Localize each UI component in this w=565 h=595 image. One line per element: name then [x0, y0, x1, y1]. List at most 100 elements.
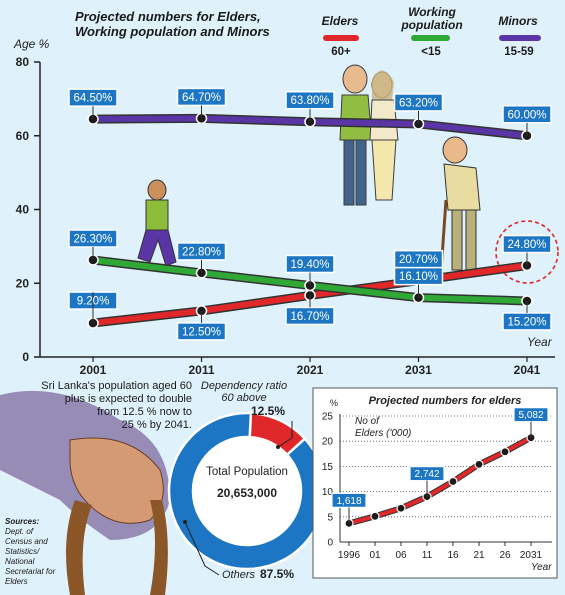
- data-label: 12.50%: [176, 310, 227, 341]
- main-data-labels: 9.20% 12.50% 16.70% 20.70% 24.80% 26.30% 22.80…: [68, 87, 552, 341]
- x-axis-label: Year: [527, 335, 553, 349]
- inset-y-tick-label: 10: [322, 487, 334, 498]
- legend-item-working: Working population <15: [400, 5, 462, 58]
- data-label: 9.20%: [68, 291, 118, 324]
- y-tick-label: 0: [22, 350, 29, 364]
- data-label: 64.50%: [68, 88, 118, 120]
- sources-block: Sources: Dept. of Census and Statistics/…: [5, 517, 56, 586]
- data-label: 60.00%: [502, 105, 552, 136]
- inset-callout: 5,082: [513, 407, 549, 438]
- dependency-leader-line: [277, 421, 293, 448]
- data-label: 19.40%: [285, 254, 335, 286]
- data-label: 26.30%: [68, 229, 118, 261]
- inset-grid: [340, 415, 552, 518]
- data-label-text: 20.70%: [399, 254, 438, 266]
- inset-x-tick-label: 06: [395, 550, 407, 561]
- data-label: 16.70%: [285, 295, 335, 326]
- inset-callout-text: 5,082: [518, 410, 543, 421]
- child-illustration: [137, 179, 177, 267]
- main-legend: Elders 60+ Working population <15 Minors …: [322, 5, 541, 58]
- data-label-text: 24.80%: [507, 239, 546, 251]
- x-tick-label: 2041: [514, 363, 541, 377]
- data-label: 63.20%: [393, 93, 444, 124]
- data-label-text: 63.20%: [399, 97, 438, 109]
- inset-callout: 2,742: [409, 466, 445, 497]
- population-donut: [167, 411, 327, 571]
- data-label: 63.80%: [285, 90, 335, 122]
- inset-x-ticks: 1996 01 06 11 16 21 26 2031: [338, 542, 543, 561]
- data-label-text: 60.00%: [507, 109, 546, 121]
- inset-data-point: [396, 503, 406, 513]
- legend-range-elders: 60+: [331, 46, 351, 58]
- inset-callouts: 1,618 2,742 5,082: [331, 407, 549, 524]
- data-label-text: 16.70%: [290, 311, 329, 323]
- inset-x-tick-label: 21: [473, 550, 485, 561]
- others-leader-line: [184, 521, 220, 576]
- dependency-leader-dot: [276, 445, 280, 449]
- inset-y-tick-label: 25: [322, 412, 334, 423]
- inset-series: [344, 433, 536, 528]
- inset-x-tick-label: 01: [369, 550, 381, 561]
- info-text-block: Sri Lanka's population aged 60 plus is e…: [41, 380, 192, 431]
- data-label-text: 15.20%: [507, 316, 546, 328]
- info-line-2: plus is expected to double: [65, 393, 192, 405]
- info-line-4: 25 % by 2041.: [122, 419, 192, 431]
- donut-center-title: Total Population: [206, 466, 288, 478]
- inset-y-label: %: [330, 398, 338, 408]
- sources-line-4: National: [5, 557, 35, 566]
- sources-line-1: Dept. of: [5, 527, 34, 536]
- inset-y-tick-label: 20: [322, 437, 334, 448]
- others-leader-dot: [183, 520, 187, 524]
- inset-x-tick-label: 2031: [520, 550, 543, 561]
- sources-line-6: Elders: [5, 577, 28, 586]
- sources-line-3: Statistics/: [5, 547, 40, 556]
- data-label-text: 64.70%: [182, 92, 221, 104]
- data-label-text: 64.50%: [73, 93, 112, 105]
- inset-x-tick-label: 26: [499, 550, 511, 561]
- inset-title: Projected numbers for elders: [369, 395, 522, 407]
- info-line-3: from 12.5 % now to: [97, 406, 192, 418]
- inset-x-tick-label: 1996: [338, 550, 361, 561]
- inset-data-point: [474, 459, 484, 469]
- x-tick-label: 2011: [188, 363, 214, 377]
- data-label-text: 26.30%: [73, 234, 112, 246]
- y-tick-label: 40: [16, 203, 30, 217]
- data-label-text: 9.20%: [77, 296, 110, 308]
- inset-x-label: Year: [531, 562, 552, 573]
- x-tick-label: 2031: [405, 363, 432, 377]
- data-label-text: 63.80%: [290, 95, 329, 107]
- legend-label-minors: Minors: [498, 14, 538, 28]
- y-tick-label: 20: [16, 276, 30, 290]
- data-label-text: 12.50%: [182, 326, 221, 338]
- data-label-text: 16.10%: [399, 271, 438, 283]
- inset-x-tick-label: 11: [422, 550, 433, 561]
- inset-y-ticks: 0 5 10 15 20 25: [322, 412, 334, 549]
- main-title-part-2: Working population and Minors: [75, 24, 270, 39]
- others-label: Others: [222, 569, 256, 581]
- inset-callout-text: 2,742: [414, 469, 439, 480]
- data-label: 15.20%: [502, 300, 552, 331]
- y-tick-label: 80: [16, 55, 30, 69]
- x-tick-label: 2021: [297, 363, 324, 377]
- dependency-value: 12.5%: [251, 404, 285, 418]
- inset-annotation: No of Elders ('000): [355, 416, 411, 439]
- others-value: 87.5%: [260, 567, 294, 581]
- highlight-circle: [495, 220, 559, 284]
- sources-line-2: Census and: [5, 537, 48, 546]
- x-tick-label: 2001: [80, 363, 107, 377]
- data-label: 16.10%: [393, 266, 444, 298]
- main-title-part-1: Projected numbers for Elders,: [75, 9, 261, 24]
- inset-x-tick-label: 16: [447, 550, 459, 561]
- hand-illustration: [0, 390, 170, 595]
- data-label-text: 19.40%: [290, 259, 329, 271]
- inset-y-tick-label: 5: [327, 512, 333, 523]
- donut-total: 20,653,000: [217, 486, 277, 500]
- elder-man-illustration: [439, 136, 481, 273]
- data-label: 24.80%: [502, 234, 552, 266]
- couple-illustration: [339, 64, 399, 206]
- y-tick-label: 60: [16, 129, 30, 143]
- inset-data-point: [448, 476, 458, 487]
- donut-center: [193, 437, 301, 545]
- sources-line-5: Secretariat for: [5, 567, 56, 576]
